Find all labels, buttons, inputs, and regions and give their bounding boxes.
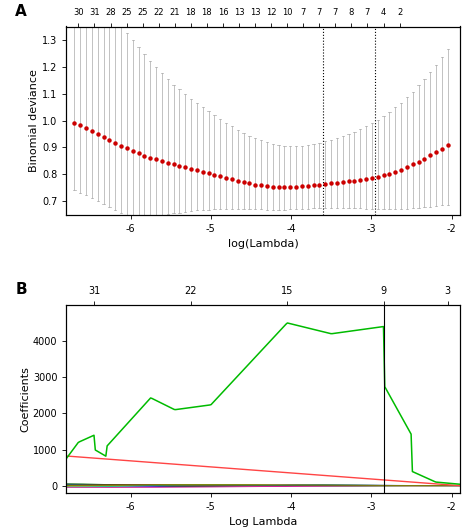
X-axis label: log(Lambda): log(Lambda) [228,239,299,249]
X-axis label: Log Lambda: Log Lambda [229,517,297,527]
Y-axis label: Coefficients: Coefficients [20,366,30,432]
Text: A: A [15,4,27,19]
Text: B: B [15,282,27,297]
Y-axis label: Binomial deviance: Binomial deviance [29,69,39,172]
